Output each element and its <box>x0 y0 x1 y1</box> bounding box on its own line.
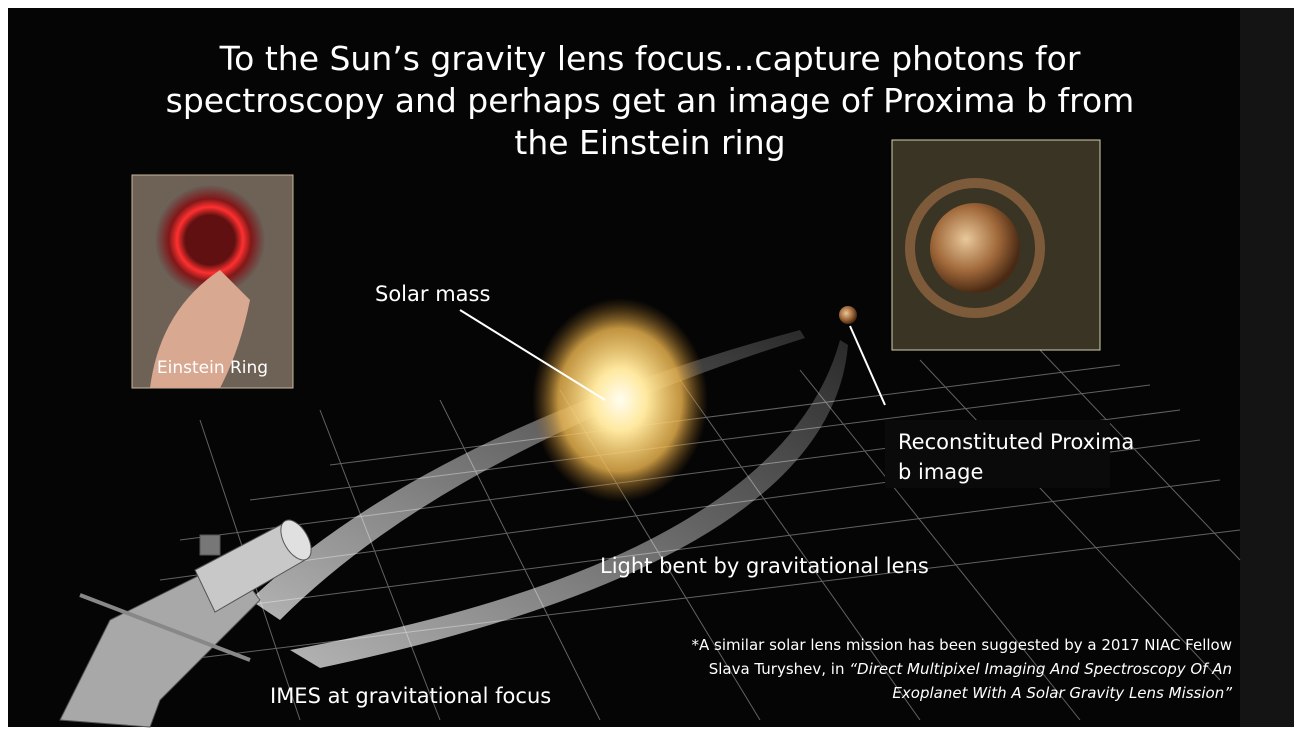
planet <box>839 306 857 324</box>
title: To the Sun’s gravity lens focus...captur… <box>150 38 1150 164</box>
footnote: *A similar solar lens mission has been s… <box>672 633 1232 705</box>
label: IMES at gravitational focus <box>270 684 551 708</box>
citation: “Direct Multipixel Imaging And Spectrosc… <box>849 660 1232 702</box>
label: Reconstituted Proxima b image <box>898 427 1138 487</box>
label: Solar mass <box>375 282 490 306</box>
proxima-image <box>930 203 1020 293</box>
star-field <box>1240 8 1294 727</box>
label: Einstein Ring <box>132 358 293 378</box>
sun <box>532 298 708 502</box>
slide: To the Sun’s gravity lens focus...captur… <box>0 0 1302 733</box>
label: Light bent by gravitational lens <box>600 554 929 578</box>
